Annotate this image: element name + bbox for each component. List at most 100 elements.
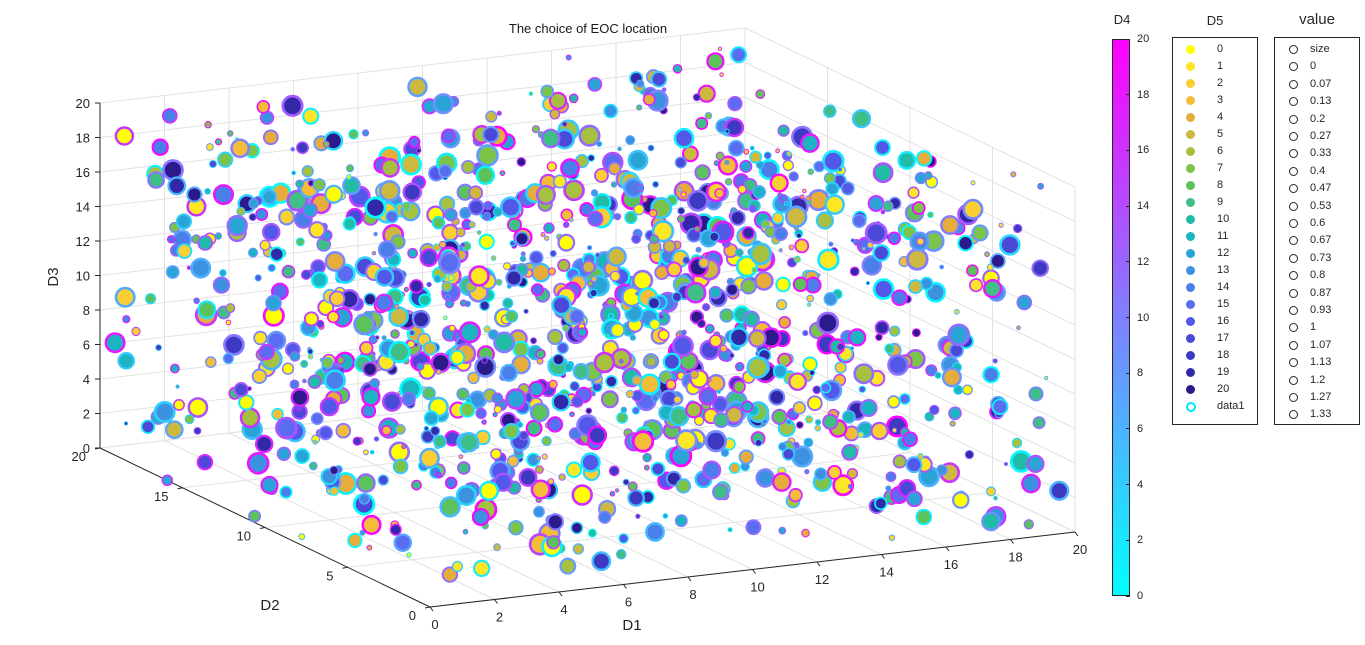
data-point [649,234,659,244]
z-axis-label: D3 [45,267,62,286]
data-point [381,335,387,341]
data-point [122,315,131,324]
data-point [631,389,644,402]
data-point [342,176,361,195]
data-point [905,248,929,271]
data-point [951,491,970,509]
legend-d5-label: 18 [1217,349,1230,361]
legend-value[interactable]: size 0 0.07 0.13 0.2 0.27 0.33 0.4 0.47 0.53 0.6 0.… [1274,37,1360,425]
data-point [362,129,370,137]
data-point [627,149,649,171]
legend-d5-label: 19 [1217,366,1230,378]
data-point [438,251,461,275]
data-point [788,372,807,392]
data-point [430,352,451,373]
data-point [503,422,520,440]
data-point [342,216,357,231]
data-point [254,274,262,282]
data-point [870,421,889,441]
x-tick-mark [687,576,692,582]
data-point [991,398,1009,416]
data-point [897,151,917,170]
data-point [251,368,268,385]
data-point [523,308,529,314]
data-point [380,157,400,178]
data-point [393,533,413,552]
data-point [551,295,572,316]
data-point [302,378,307,384]
z-tick-label: 8 [83,303,90,318]
data-point [261,222,281,242]
data-point [300,359,309,368]
data-point [622,478,630,486]
data-point [627,481,638,492]
hollow-circle-icon [1289,323,1298,333]
filled-circle-icon [1186,113,1195,122]
data-point [609,491,616,497]
x-tick-label: 20 [1073,542,1087,557]
data-point [716,389,721,394]
data-point [476,144,499,167]
data-point [755,89,766,99]
hollow-circle-icon [1289,375,1298,385]
legend-value-label: 0.13 [1310,95,1332,108]
data-point [215,138,223,146]
data-point [853,363,875,385]
data-points [104,46,1070,583]
data-point [771,408,788,425]
data-point [269,246,285,262]
data-point [648,209,658,218]
legend-value-label: 0.6 [1310,217,1326,229]
data-point [467,371,480,385]
data-point [204,188,211,195]
data-point [737,184,747,194]
data-point [505,388,527,410]
data-point [401,201,411,211]
data-point [307,348,314,355]
y-axis-label: D2 [260,597,279,614]
hollow-circle-icon [1289,45,1298,54]
x-tick-mark [494,599,498,604]
data-point [289,379,300,390]
z-tick-label: 10 [76,269,90,284]
data-point [493,472,513,492]
data-point [493,543,501,552]
data-point [605,375,618,388]
data-point [642,93,656,106]
hollow-circle-icon [1289,253,1298,263]
axis-lines [94,102,1079,612]
data-point [253,330,268,346]
legend-value-label: 0.2 [1310,112,1326,125]
data-point [766,345,771,351]
grid-line [744,372,1076,533]
data-point [433,274,442,283]
data-point [569,217,574,223]
data-point [408,135,421,149]
data-point [409,329,416,336]
data-point [827,464,842,480]
data-point [161,107,178,124]
data-point [375,335,380,340]
data-point [677,207,686,215]
data-point [694,164,711,181]
tick-labels: 0 2 4 6 8 10 12 14 16 18 2005101520024681012141618… [72,96,1088,632]
data-point [741,226,755,240]
data-point [549,108,561,120]
data-point [518,430,529,441]
data-point [1011,437,1023,449]
data-point [627,489,645,507]
data-point [924,411,935,422]
data-point [481,357,488,364]
data-point [908,279,923,295]
x-tick-mark [429,606,434,612]
data-point [295,237,305,247]
y-tick-label: 20 [72,449,86,464]
legend-d5[interactable]: 0 1 2 3 4 5 6 7 8 9 10 11 12 13 14 15 16 17 18 19 20 data1 [1172,37,1258,425]
data-point [788,487,803,503]
x-tick-label: 6 [625,595,632,610]
y-tick-mark [259,527,266,529]
data-point [735,362,745,372]
data-point [657,329,670,341]
data-point [824,194,845,215]
data-point [302,107,320,125]
